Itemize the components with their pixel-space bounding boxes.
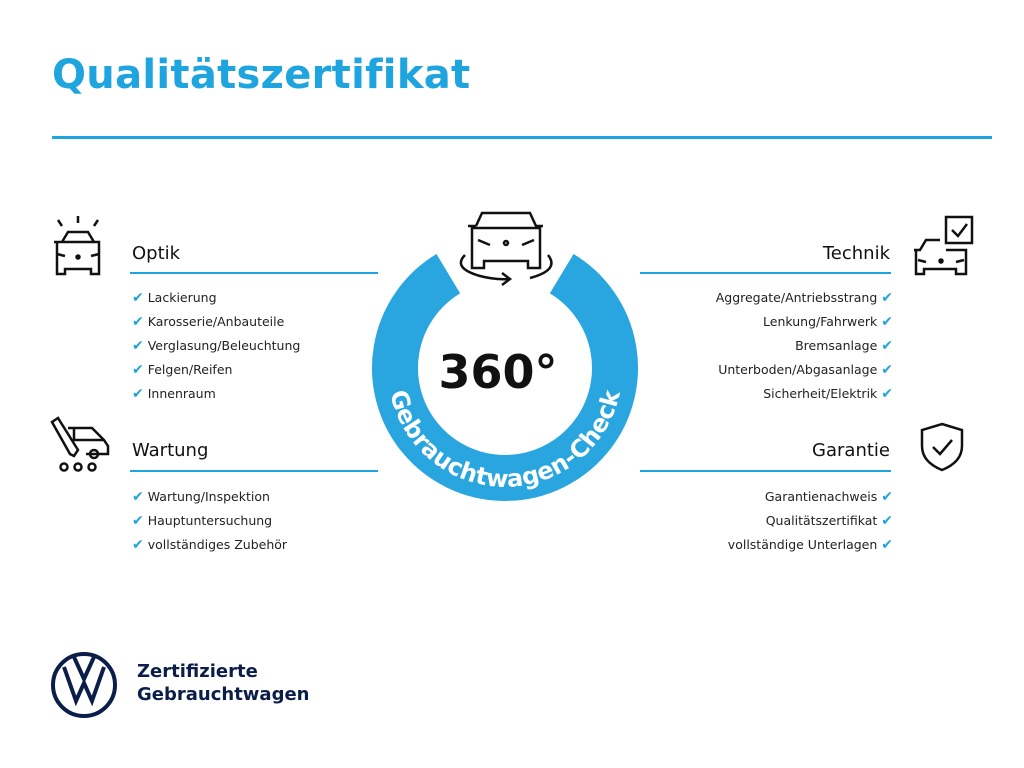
check-icon: ✔	[132, 314, 144, 330]
section-heading-wartung: Wartung	[132, 440, 209, 461]
list-item: ✔ Lackierung	[132, 286, 300, 310]
brand-line-2: Gebrauchtwagen	[137, 684, 310, 705]
check-icon: ✔	[881, 386, 893, 402]
item-label: Sicherheit/Elektrik	[763, 386, 878, 401]
list-item: Qualitätszertifikat ✔	[728, 509, 893, 533]
badge-number: 360°	[438, 345, 557, 399]
check-icon: ✔	[881, 314, 893, 330]
section-heading-optik: Optik	[132, 243, 181, 264]
badge-ring	[372, 254, 638, 501]
list-item: ✔ Karosserie/Anbauteile	[132, 310, 300, 334]
check-icon: ✔	[132, 489, 144, 505]
check-icon: ✔	[881, 537, 893, 553]
check-icon: ✔	[881, 489, 893, 505]
brand-text: Zertifizierte Gebrauchtwagen	[137, 660, 309, 706]
check-icon: ✔	[132, 338, 144, 354]
section-heading-technik: Technik	[822, 243, 890, 264]
wartung-list: ✔ Wartung/Inspektion ✔ Hauptuntersuchung…	[132, 485, 287, 557]
car-checklist-icon	[914, 215, 974, 276]
list-item: vollständige Unterlagen ✔	[728, 533, 893, 557]
list-item: Bremsanlage ✔	[716, 334, 893, 358]
item-label: vollständige Unterlagen	[727, 537, 878, 552]
list-item: Aggregate/Antriebsstrang ✔	[716, 286, 893, 310]
list-item: Lenkung/Fahrwerk ✔	[716, 310, 893, 334]
check-icon: ✔	[881, 362, 893, 378]
vw-logo	[51, 652, 117, 718]
item-label: Karosserie/Anbauteile	[147, 314, 285, 329]
page-title: Qualitätszertifikat	[52, 52, 471, 98]
list-item: Unterboden/Abgasanlage ✔	[716, 358, 893, 382]
check-icon: ✔	[132, 362, 144, 378]
list-item: ✔ Verglasung/Beleuchtung	[132, 334, 300, 358]
section-divider-technik	[640, 272, 891, 274]
item-label: Verglasung/Beleuchtung	[147, 338, 301, 353]
list-item: ✔ Innenraum	[132, 382, 300, 406]
item-label: Lackierung	[147, 290, 217, 305]
item-label: Lenkung/Fahrwerk	[763, 314, 878, 329]
section-heading-garantie: Garantie	[812, 440, 890, 461]
list-item: Sicherheit/Elektrik ✔	[716, 382, 893, 406]
check-icon: ✔	[132, 386, 144, 402]
check-icon: ✔	[132, 290, 144, 306]
item-label: Bremsanlage	[795, 338, 878, 353]
list-item: ✔ Felgen/Reifen	[132, 358, 300, 382]
list-item: ✔ vollständiges Zubehör	[132, 533, 287, 557]
rotating-car-icon	[459, 211, 553, 286]
item-label: vollständiges Zubehör	[147, 537, 288, 552]
title-divider	[52, 136, 992, 139]
item-label: Hauptuntersuchung	[147, 513, 273, 528]
list-item: ✔ Wartung/Inspektion	[132, 485, 287, 509]
list-item: Garantienachweis ✔	[728, 485, 893, 509]
check-icon: ✔	[132, 537, 144, 553]
check-icon: ✔	[132, 513, 144, 529]
car-lights-icon	[54, 216, 101, 276]
item-label: Garantienachweis	[764, 489, 878, 504]
section-divider-wartung	[130, 470, 378, 472]
item-label: Felgen/Reifen	[147, 362, 233, 377]
item-label: Aggregate/Antriebsstrang	[715, 290, 878, 305]
garantie-list: Garantienachweis ✔ Qualitätszertifikat ✔…	[728, 485, 893, 557]
check-icon: ✔	[881, 338, 893, 354]
optik-list: ✔ Lackierung ✔ Karosserie/Anbauteile ✔ V…	[132, 286, 300, 406]
brand-line-1: Zertifizierte	[137, 661, 258, 682]
item-label: Qualitätszertifikat	[765, 513, 878, 528]
item-label: Wartung/Inspektion	[147, 489, 270, 504]
item-label: Unterboden/Abgasanlage	[718, 362, 878, 377]
section-divider-optik	[130, 272, 378, 274]
technik-list: Aggregate/Antriebsstrang ✔ Lenkung/Fahrw…	[716, 286, 893, 406]
section-divider-garantie	[640, 470, 891, 472]
shield-check-icon	[920, 422, 964, 472]
item-label: Innenraum	[147, 386, 216, 401]
list-item: ✔ Hauptuntersuchung	[132, 509, 287, 533]
car-service-icon	[50, 416, 110, 472]
check-icon: ✔	[881, 290, 893, 306]
check-icon: ✔	[881, 513, 893, 529]
